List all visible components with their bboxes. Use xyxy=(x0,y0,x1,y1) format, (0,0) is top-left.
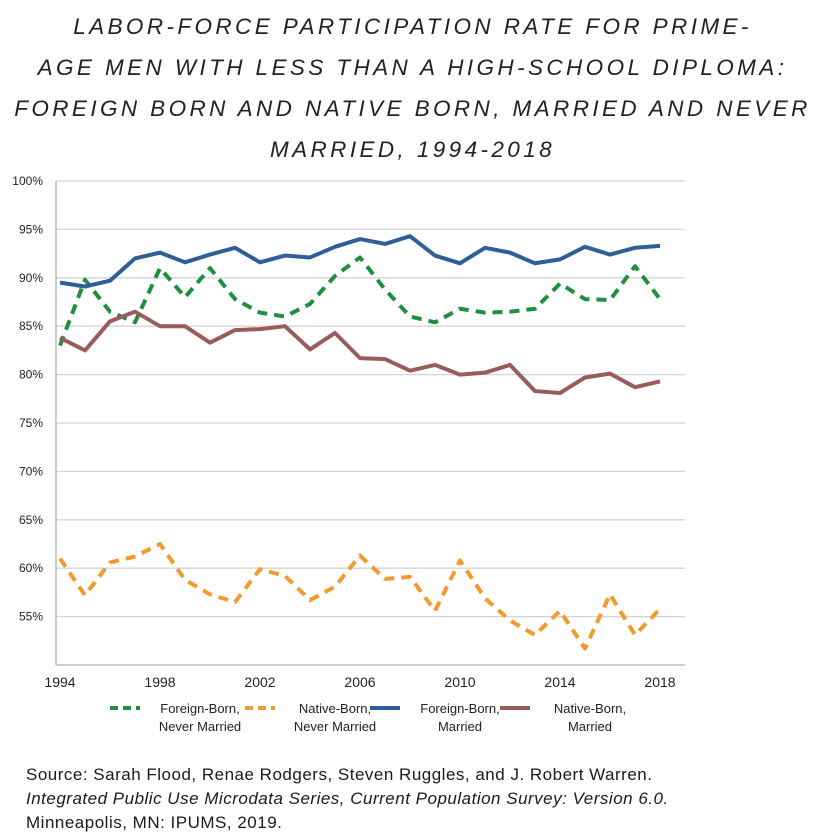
series-line-2 xyxy=(58,542,662,651)
chart-title-line-3: FOREIGN BORN AND NATIVE BORN, MARRIED AN… xyxy=(14,96,811,121)
y-tick-label: 100% xyxy=(12,174,43,188)
source-line-2: Integrated Public Use Microdata Series, … xyxy=(26,789,669,808)
y-tick-label: 60% xyxy=(19,561,43,575)
x-tick-label: 2006 xyxy=(344,674,375,690)
source-note: Source: Sarah Flood, Renae Rodgers, Stev… xyxy=(26,763,669,835)
source-line-3: Minneapolis, MN: IPUMS, 2019. xyxy=(26,813,283,832)
x-tick-label: 2002 xyxy=(244,674,275,690)
chart-title-line-4: MARRIED, 1994-2018 xyxy=(269,137,556,162)
chart-title: LABOR-FORCE PARTICIPATION RATE FOR PRIME… xyxy=(0,6,825,170)
legend-label-1: Foreign-Born, xyxy=(160,701,239,716)
legend-label-3: Foreign-Born, xyxy=(420,701,499,716)
legend-label-2: Native-Born, xyxy=(299,701,371,716)
source-line-1: Source: Sarah Flood, Renae Rodgers, Stev… xyxy=(26,765,653,784)
chart-title-line-2: AGE MEN WITH LESS THAN A HIGH-SCHOOL DIP… xyxy=(37,55,788,80)
x-tick-label: 2014 xyxy=(544,674,575,690)
y-tick-label: 90% xyxy=(19,271,43,285)
legend-label-2: Never Married xyxy=(294,719,376,734)
line-chart: 55% 60% 65% 70% 75% 80% 85% 90% 95% 100% 1994 1998 2… xyxy=(12,174,685,734)
y-tick-label: 65% xyxy=(19,513,43,527)
legend-label-4: Native-Born, xyxy=(554,701,626,716)
y-tick-label: 75% xyxy=(19,416,43,430)
chart-title-line-1: LABOR-FORCE PARTICIPATION RATE FOR PRIME… xyxy=(73,14,752,39)
legend-label-1: Never Married xyxy=(159,719,241,734)
y-tick-label: 85% xyxy=(19,319,43,333)
series-line-1 xyxy=(58,255,662,347)
legend-label-4: Married xyxy=(568,719,612,734)
series-line-3 xyxy=(59,234,661,289)
series-line-4 xyxy=(59,309,661,395)
legend-label-3: Married xyxy=(438,719,482,734)
y-tick-label: 80% xyxy=(19,368,43,382)
x-tick-label: 1998 xyxy=(144,674,175,690)
y-tick-label: 70% xyxy=(19,464,43,478)
x-tick-label: 2010 xyxy=(444,674,475,690)
y-tick-label: 95% xyxy=(19,222,43,236)
y-tick-label: 55% xyxy=(19,610,43,624)
x-tick-label: 2018 xyxy=(644,674,675,690)
x-tick-label: 1994 xyxy=(44,674,75,690)
